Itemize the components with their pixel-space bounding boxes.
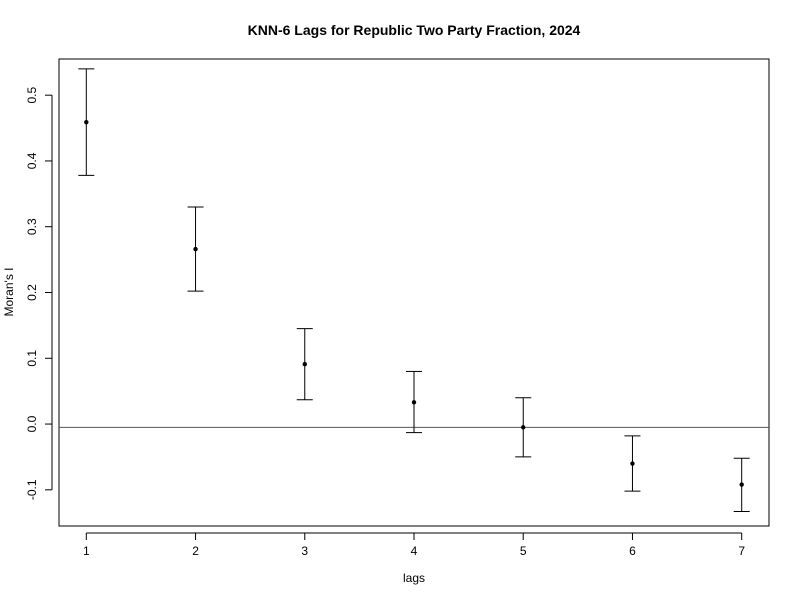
data-point xyxy=(630,461,635,466)
y-tick-label: 0.0 xyxy=(25,415,39,432)
x-tick-label: 5 xyxy=(520,544,527,558)
x-axis-label: lags xyxy=(403,571,425,585)
error-bar-group xyxy=(624,435,641,492)
data-point xyxy=(521,425,526,430)
x-tick-label: 3 xyxy=(301,544,308,558)
error-bar-group xyxy=(78,68,95,176)
data-point xyxy=(739,482,744,487)
x-tick-label: 4 xyxy=(411,544,418,558)
y-axis-label: Moran's I xyxy=(2,268,16,317)
x-tick-label: 6 xyxy=(629,544,636,558)
y-tick-label: 0.4 xyxy=(25,152,39,169)
data-point xyxy=(411,400,417,405)
error-bar-group xyxy=(515,397,532,458)
x-tick-label: 7 xyxy=(738,544,745,558)
error-bar-group xyxy=(187,206,204,292)
error-bar-group xyxy=(733,457,750,513)
y-tick-label: 0.2 xyxy=(25,284,39,301)
series-points xyxy=(78,68,750,513)
chart-title: KNN-6 Lags for Republic Two Party Fracti… xyxy=(248,22,581,38)
x-tick-label: 1 xyxy=(83,544,90,558)
y-tick-label: 0.5 xyxy=(25,87,39,104)
data-point xyxy=(84,119,89,125)
y-tick-label: 0.1 xyxy=(25,350,39,367)
y-tick-label: -0.1 xyxy=(25,479,39,500)
x-axis: 1 2 3 4 5 6 7 xyxy=(83,532,745,558)
y-tick-label: 0.3 xyxy=(25,218,39,235)
y-axis: -0.1 0.0 0.1 0.2 0.3 0.4 0.5 xyxy=(25,87,53,500)
data-point xyxy=(193,246,198,252)
plot-frame xyxy=(58,58,770,527)
data-point xyxy=(302,361,307,367)
error-bar-group xyxy=(406,370,422,434)
x-tick-label: 2 xyxy=(192,544,199,558)
error-bar-group xyxy=(296,328,313,401)
